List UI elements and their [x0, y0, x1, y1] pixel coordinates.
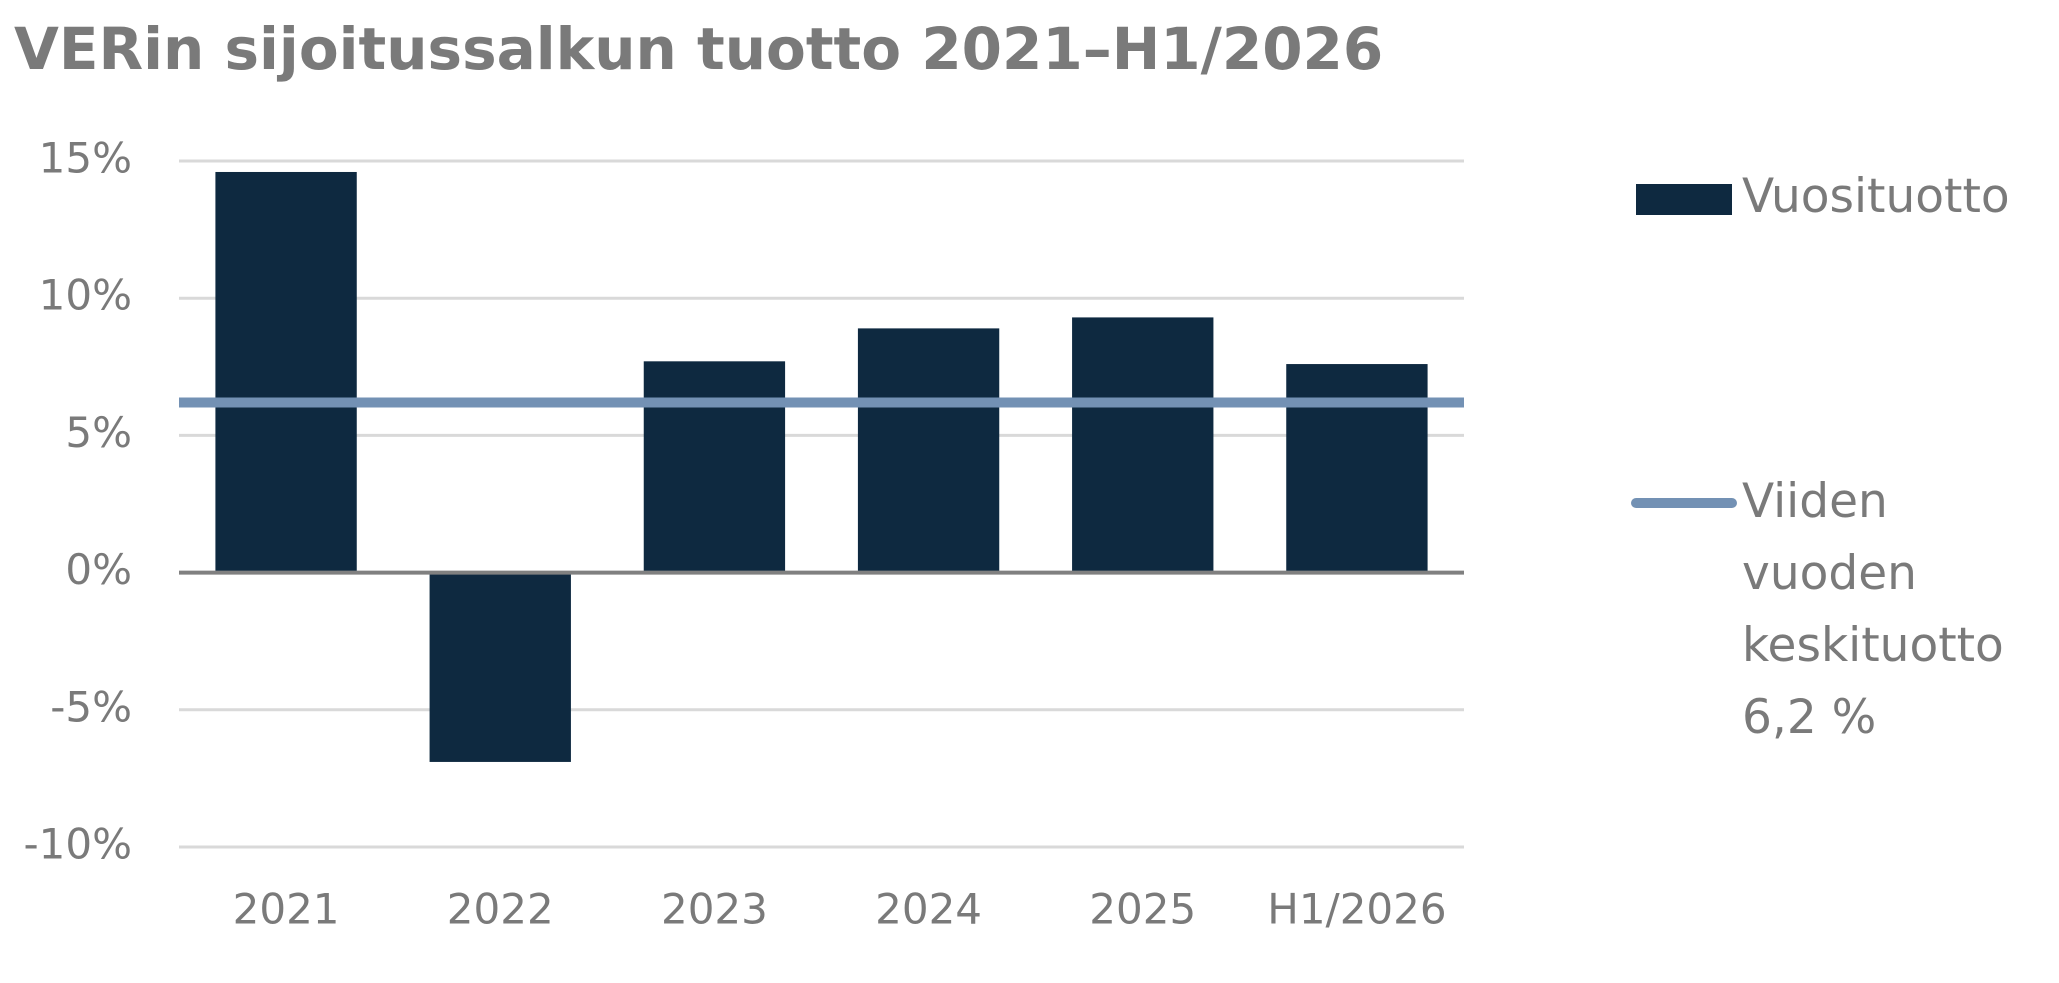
y-tick-label: -5% [50, 682, 132, 731]
bar [857, 328, 1000, 573]
bar [643, 361, 786, 573]
y-tick-label: 10% [39, 271, 132, 320]
chart-title: VERin sijoitussalkun tuotto 2021–H1/2026 [14, 15, 1383, 83]
x-tick-label: 2024 [875, 885, 982, 934]
legend-label: Viiden vuoden keskituotto 6,2 % [1742, 474, 2004, 745]
bar [1286, 364, 1428, 573]
bar [429, 572, 571, 762]
x-tick-label: 2021 [233, 885, 340, 934]
y-tick-label: 0% [65, 545, 132, 594]
y-tick-label: 15% [39, 134, 132, 183]
legend-swatch [1636, 184, 1732, 215]
x-tick-label: H1/2026 [1267, 885, 1446, 934]
x-tick-label: 2025 [1089, 885, 1196, 934]
bar [1072, 317, 1214, 573]
y-tick-label: 5% [65, 408, 132, 457]
x-tick-label: 2022 [447, 885, 554, 934]
bar [215, 171, 357, 573]
legend-label: Vuosituotto [1742, 169, 2010, 224]
x-tick-label: 2023 [661, 885, 768, 934]
y-tick-label: -10% [23, 820, 132, 869]
